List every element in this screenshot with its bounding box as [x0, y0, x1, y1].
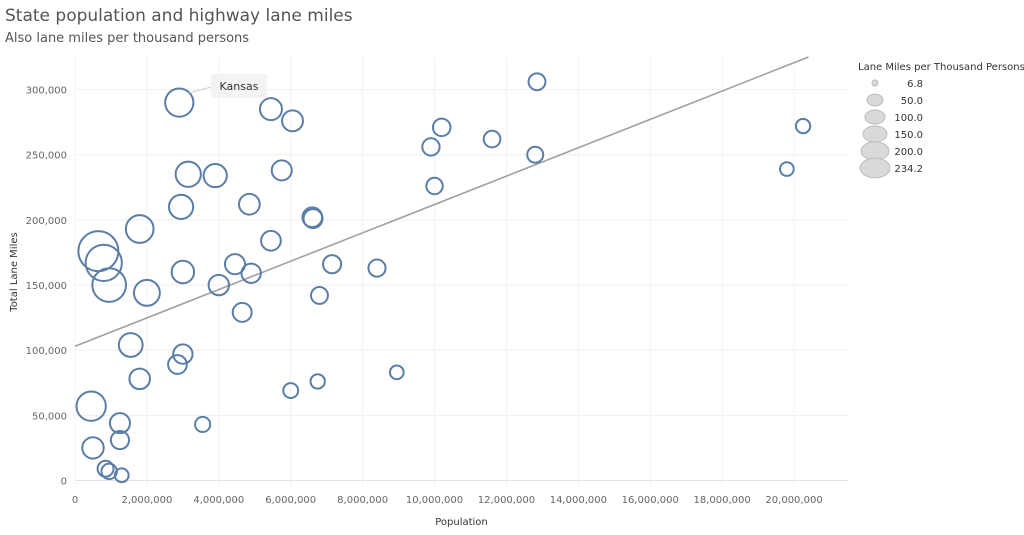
legend-size-marker	[862, 125, 888, 143]
data-point[interactable]	[238, 192, 261, 216]
data-point[interactable]	[425, 176, 444, 196]
data-point[interactable]	[77, 230, 120, 273]
data-points	[75, 72, 812, 484]
x-tick-label: 10,000,000	[406, 495, 463, 506]
data-point[interactable]	[231, 301, 253, 323]
data-point[interactable]	[794, 117, 812, 135]
legend-size-marker	[859, 157, 891, 179]
annotation-label: Kansas	[220, 80, 259, 93]
trend-line	[74, 56, 809, 348]
data-point[interactable]	[170, 259, 196, 285]
y-tick-label: 200,000	[26, 216, 67, 227]
y-tick-label: 300,000	[26, 86, 67, 97]
legend-label: 234.2	[894, 164, 923, 175]
data-point[interactable]	[96, 459, 115, 478]
data-point[interactable]	[258, 97, 283, 122]
data-point[interactable]	[84, 243, 123, 282]
x-tick-label: 12,000,000	[478, 495, 535, 506]
data-point[interactable]	[174, 160, 202, 188]
legend-size-marker	[871, 79, 879, 87]
legend-label: 50.0	[901, 96, 923, 107]
data-point[interactable]	[779, 161, 795, 177]
data-point[interactable]	[117, 332, 144, 358]
x-tick-label: 16,000,000	[622, 495, 679, 506]
x-axis-ticks: 0 2,000,000 4,000,000 6,000,000 8,000,000 10,…	[72, 495, 823, 506]
data-point[interactable]	[526, 145, 545, 164]
data-point[interactable]	[421, 137, 441, 157]
legend-label: 150.0	[894, 130, 923, 141]
legend-label: 6.8	[907, 79, 923, 90]
data-point[interactable]	[321, 254, 343, 275]
data-point[interactable]	[132, 278, 161, 307]
y-axis-title: Total Lane Miles	[9, 232, 20, 312]
data-point[interactable]	[124, 214, 155, 244]
data-point[interactable]	[240, 262, 262, 284]
data-point[interactable]	[81, 436, 105, 460]
data-point[interactable]	[172, 343, 194, 365]
data-point[interactable]	[207, 273, 231, 297]
data-point[interactable]	[310, 286, 329, 305]
data-point[interactable]	[388, 364, 405, 381]
annotation-leader-line	[189, 85, 216, 94]
data-point[interactable]	[164, 87, 195, 118]
legend-size-marker	[866, 93, 884, 107]
y-tick-label: 50,000	[32, 411, 67, 422]
data-point[interactable]	[113, 467, 130, 484]
size-legend: Lane Miles per Thousand Persons 6.8 50.0 1…	[858, 62, 1024, 179]
chart-subtitle: Also lane miles per thousand persons	[5, 31, 250, 46]
chart-title: State population and highway lane miles	[5, 6, 353, 26]
data-point[interactable]	[202, 162, 228, 189]
data-point[interactable]	[223, 253, 247, 276]
x-tick-label: 0	[72, 495, 78, 506]
data-point[interactable]	[128, 367, 152, 391]
legend-size-marker	[864, 109, 886, 125]
data-point[interactable]	[302, 208, 324, 230]
x-axis-title: Population	[435, 517, 488, 528]
y-tick-label: 250,000	[26, 151, 67, 162]
data-point[interactable]	[260, 229, 282, 252]
legend-label: 100.0	[894, 113, 923, 124]
legend-label: 200.0	[894, 147, 923, 158]
y-tick-label: 150,000	[26, 281, 67, 292]
data-point[interactable]	[75, 390, 107, 422]
x-tick-label: 20,000,000	[765, 495, 822, 506]
data-point[interactable]	[194, 415, 212, 434]
data-point[interactable]	[167, 354, 188, 375]
x-tick-label: 14,000,000	[550, 495, 607, 506]
x-tick-label: 8,000,000	[337, 495, 388, 506]
x-tick-label: 6,000,000	[265, 495, 316, 506]
data-point[interactable]	[109, 430, 131, 451]
data-point[interactable]	[309, 373, 326, 390]
data-point[interactable]	[91, 267, 127, 303]
data-point[interactable]	[367, 258, 387, 278]
legend-items: 6.8 50.0 100.0 150.0 200.0 234.2	[859, 79, 923, 179]
data-point[interactable]	[527, 72, 547, 92]
y-tick-label: 0	[61, 476, 67, 487]
grid	[74, 57, 848, 487]
annotation: Kansas	[189, 74, 267, 98]
annotation-box	[211, 74, 267, 98]
data-point[interactable]	[281, 109, 304, 133]
legend-size-marker	[860, 141, 890, 161]
y-tick-label: 100,000	[26, 346, 67, 357]
data-point[interactable]	[108, 412, 131, 435]
data-point[interactable]	[270, 159, 293, 182]
y-axis-ticks: 0 50,000 100,000 150,000 200,000 250,000 300,0…	[26, 86, 67, 488]
x-tick-label: 4,000,000	[193, 495, 244, 506]
legend-title: Lane Miles per Thousand Persons	[858, 62, 1024, 73]
data-point[interactable]	[482, 129, 502, 149]
x-tick-label: 2,000,000	[121, 495, 172, 506]
data-point[interactable]	[431, 117, 452, 138]
x-tick-label: 18,000,000	[694, 495, 751, 506]
data-point[interactable]	[282, 382, 300, 400]
data-point[interactable]	[167, 193, 195, 220]
